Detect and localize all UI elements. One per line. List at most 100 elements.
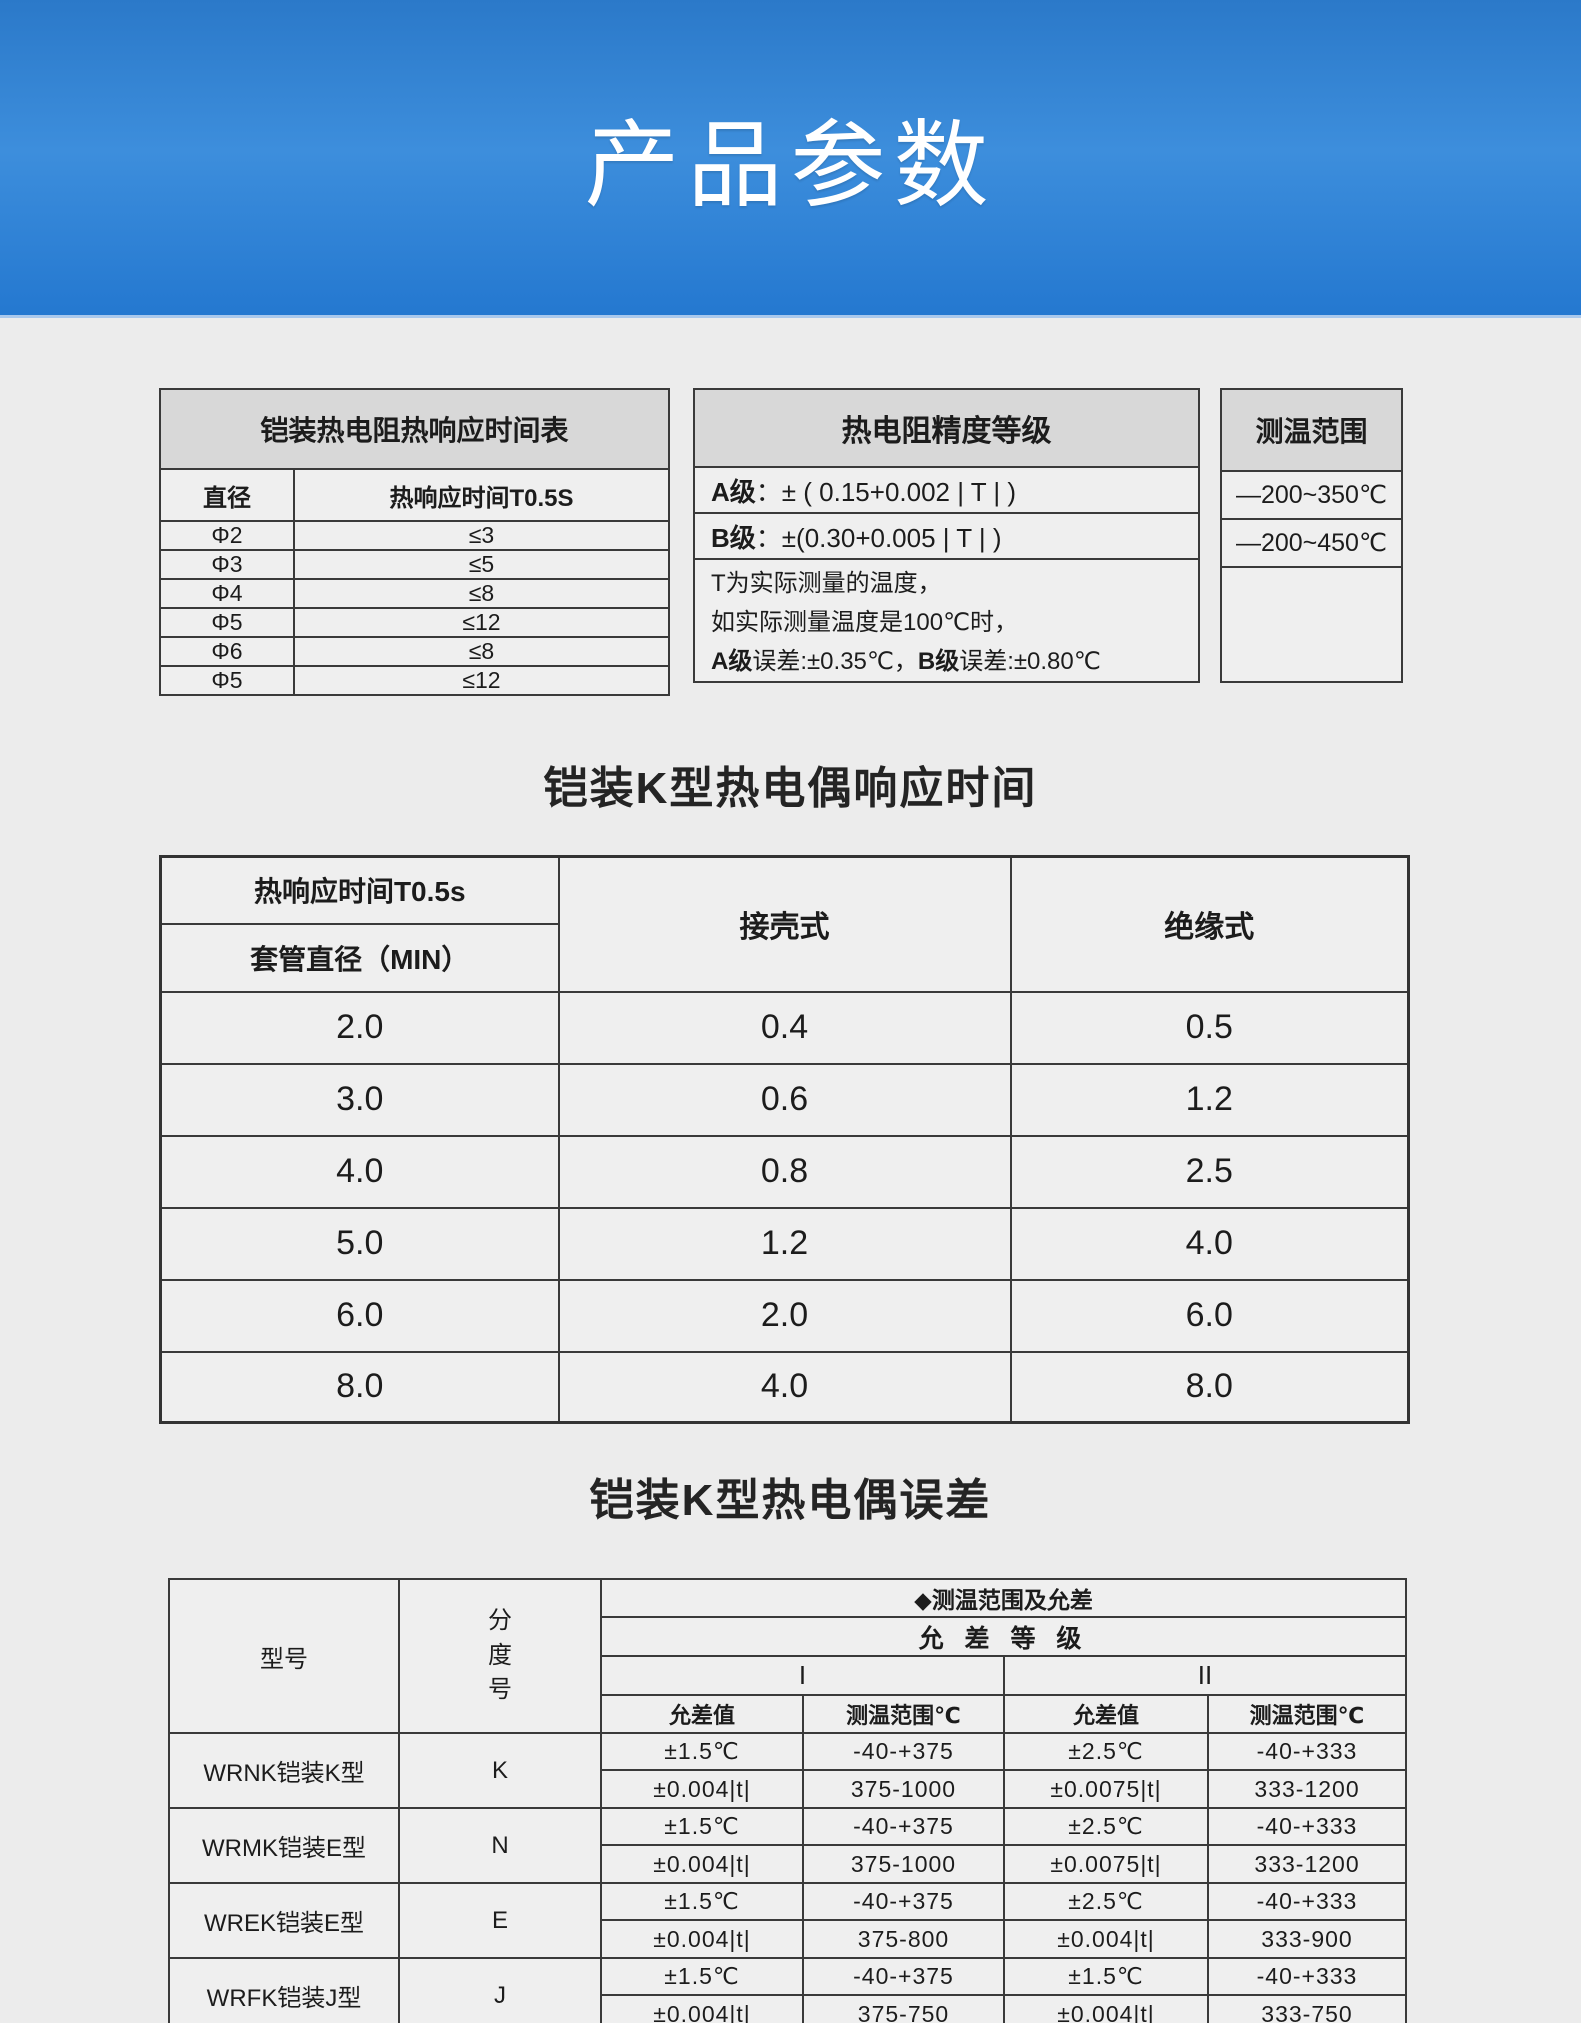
note-b-value: 误差:±0.80℃ bbox=[959, 648, 1101, 675]
grade-b-row: B级 ：±(0.30+0.005 | T | ) bbox=[695, 512, 1198, 558]
shell-value-cell: 2.0 bbox=[557, 1278, 1012, 1353]
tolerance-cell: ±0.004|t| bbox=[1003, 1919, 1209, 1959]
column-header-diameter: 直径 bbox=[159, 468, 295, 522]
response-time-cell: ≤3 bbox=[293, 520, 670, 551]
insulated-value-cell: 2.5 bbox=[1009, 1134, 1410, 1209]
diameter-cell: 2.0 bbox=[159, 990, 560, 1065]
shell-value-cell: 0.6 bbox=[557, 1062, 1012, 1137]
range-cell: -40-+375 bbox=[802, 1732, 1005, 1771]
range-cell: -40-+333 bbox=[1206, 1882, 1408, 1921]
column-header-response-time: 热响应时间T0.5S bbox=[293, 468, 670, 522]
range-cell: 333-1200 bbox=[1206, 1844, 1408, 1884]
diameter-cell: Φ3 bbox=[159, 549, 295, 580]
tolerance-cell: ±0.004|t| bbox=[600, 1994, 804, 2023]
header-tolerance-grade: 允 差 等 级 bbox=[599, 1616, 1408, 1657]
accuracy-note: T为实际测量的温度， 如实际测量温度是100℃时， A级误差:±0.35℃，B级… bbox=[695, 558, 1198, 681]
tc-response-time-table: 热响应时间T0.5s 接壳式 绝缘式 套管直径（MIN） 2.0 0.4 0.5… bbox=[159, 855, 1410, 1424]
tolerance-cell: ±2.5℃ bbox=[1003, 1882, 1209, 1921]
table-row: Φ3 ≤5 bbox=[159, 549, 670, 580]
table-row: Φ4 ≤8 bbox=[159, 578, 670, 609]
range-cell: -40-+333 bbox=[1206, 1732, 1408, 1771]
table-row: WRNK铠装K型 K ±1.5℃ -40-+375 ±2.5℃ -40-+333 bbox=[168, 1732, 1408, 1809]
table-row: Φ5 ≤12 bbox=[159, 665, 670, 696]
range-cell: -40-+375 bbox=[802, 1882, 1005, 1921]
tolerance-cell: ±0.004|t| bbox=[600, 1769, 804, 1809]
tolerance-cell: ±0.0075|t| bbox=[1003, 1769, 1209, 1809]
table-row: ±0.004|t| 375-1000 ±0.0075|t| 333-1200 bbox=[169, 1844, 1408, 1884]
model-name-cell: WRNK铠装K型 bbox=[168, 1732, 400, 1809]
diameter-cell: Φ4 bbox=[159, 578, 295, 609]
diameter-cell: 4.0 bbox=[159, 1134, 560, 1209]
insulated-value-cell: 6.0 bbox=[1009, 1278, 1410, 1353]
note-line-1: T为实际测量的温度， bbox=[711, 570, 942, 597]
header-range-and-tolerance: ◆测温范围及允差 bbox=[599, 1578, 1408, 1618]
header-grade-2: II bbox=[1002, 1655, 1408, 1696]
insulated-value-cell: 0.5 bbox=[1009, 990, 1410, 1065]
header-grade-1: I bbox=[600, 1655, 1005, 1696]
index-code-cell: E bbox=[398, 1882, 602, 1959]
grade-a-label: A级 bbox=[711, 476, 756, 507]
model-name-cell: WRFK铠装J型 bbox=[168, 1957, 400, 2023]
range-cell: 375-800 bbox=[802, 1919, 1005, 1959]
header-tolerance-value-1: 允差值 bbox=[600, 1694, 804, 1734]
insulated-value-cell: 1.2 bbox=[1009, 1062, 1410, 1137]
note-a-value: 误差:±0.35℃， bbox=[752, 648, 918, 675]
header-tolerance-value-2: 允差值 bbox=[1003, 1694, 1209, 1734]
insulated-value-cell: 4.0 bbox=[1009, 1206, 1410, 1281]
table-row: 3.0 0.6 1.2 bbox=[159, 1062, 1410, 1137]
response-time-cell: ≤12 bbox=[293, 607, 670, 638]
tolerance-cell: ±0.004|t| bbox=[1003, 1994, 1209, 2023]
tolerance-cell: ±1.5℃ bbox=[600, 1732, 804, 1771]
index-code-cell: K bbox=[398, 1732, 602, 1809]
diameter-cell: 3.0 bbox=[159, 1062, 560, 1137]
shell-value-cell: 0.4 bbox=[557, 990, 1012, 1065]
diameter-cell: Φ5 bbox=[159, 665, 295, 696]
diameter-cell: 8.0 bbox=[159, 1350, 560, 1424]
header-model: 型号 bbox=[168, 1578, 400, 1734]
tolerance-cell: ±0.0075|t| bbox=[1003, 1844, 1209, 1884]
response-time-cell: ≤12 bbox=[293, 665, 670, 696]
hero-banner: 产品参数 bbox=[0, 0, 1581, 318]
header-sheath-diameter: 套管直径（MIN） bbox=[159, 922, 560, 993]
table-row: Φ2 ≤3 bbox=[159, 520, 670, 551]
tolerance-cell: ±1.5℃ bbox=[600, 1882, 804, 1921]
grade-a-formula: ：± ( 0.15+0.002 | T | ) bbox=[755, 476, 1017, 507]
tolerance-cell: ±2.5℃ bbox=[1003, 1732, 1209, 1771]
shell-value-cell: 0.8 bbox=[557, 1134, 1012, 1209]
header-temp-range-1: 测温范围℃ bbox=[802, 1694, 1005, 1734]
temp-range-row: —200~450℃ bbox=[1222, 518, 1401, 566]
note-line-2: 如实际测量温度是100℃时， bbox=[711, 609, 1018, 636]
tc-error-table: 型号 分 度 号 ◆测温范围及允差 允 差 等 级 I II 允差值 测温范围℃… bbox=[168, 1578, 1408, 2023]
grade-b-formula: ：±(0.30+0.005 | T | ) bbox=[755, 522, 1002, 553]
shell-value-cell: 1.2 bbox=[557, 1206, 1012, 1281]
diameter-cell: 5.0 bbox=[159, 1206, 560, 1281]
table-row: Φ6 ≤8 bbox=[159, 636, 670, 667]
header-index-number: 分 度 号 bbox=[398, 1578, 602, 1734]
table-row: 2.0 0.4 0.5 bbox=[159, 990, 1410, 1065]
tolerance-cell: ±2.5℃ bbox=[1003, 1807, 1209, 1846]
tolerance-cell: ±0.004|t| bbox=[600, 1919, 804, 1959]
temp-range-row: —200~350℃ bbox=[1222, 470, 1401, 518]
table-row: 8.0 4.0 8.0 bbox=[159, 1350, 1410, 1424]
temp-range-title: 测温范围 bbox=[1222, 390, 1401, 470]
tolerance-cell: ±1.5℃ bbox=[600, 1957, 804, 1996]
index-code-cell: J bbox=[398, 1957, 602, 2023]
temp-range-table: 测温范围 —200~350℃ —200~450℃ bbox=[1220, 388, 1403, 683]
diameter-cell: 6.0 bbox=[159, 1278, 560, 1353]
grade-b-label: B级 bbox=[711, 522, 756, 553]
note-b-label: B级 bbox=[917, 648, 960, 675]
rtd-response-table-title: 铠装热电阻热响应时间表 bbox=[159, 388, 670, 470]
tolerance-cell: ±1.5℃ bbox=[600, 1807, 804, 1846]
header-response-time: 热响应时间T0.5s bbox=[159, 855, 560, 925]
insulated-value-cell: 8.0 bbox=[1009, 1350, 1410, 1424]
range-cell: 375-1000 bbox=[802, 1769, 1005, 1809]
response-time-cell: ≤8 bbox=[293, 578, 670, 609]
table-row: 5.0 1.2 4.0 bbox=[159, 1206, 1410, 1281]
range-cell: 375-1000 bbox=[802, 1844, 1005, 1884]
empty-cell bbox=[1222, 566, 1401, 681]
model-name-cell: WRMK铠装E型 bbox=[168, 1807, 400, 1884]
shell-value-cell: 4.0 bbox=[557, 1350, 1012, 1424]
note-a-label: A级 bbox=[711, 648, 753, 675]
model-name-cell: WREK铠装E型 bbox=[168, 1882, 400, 1959]
section-title-response-time: 铠装K型热电偶响应时间 bbox=[543, 764, 1038, 813]
